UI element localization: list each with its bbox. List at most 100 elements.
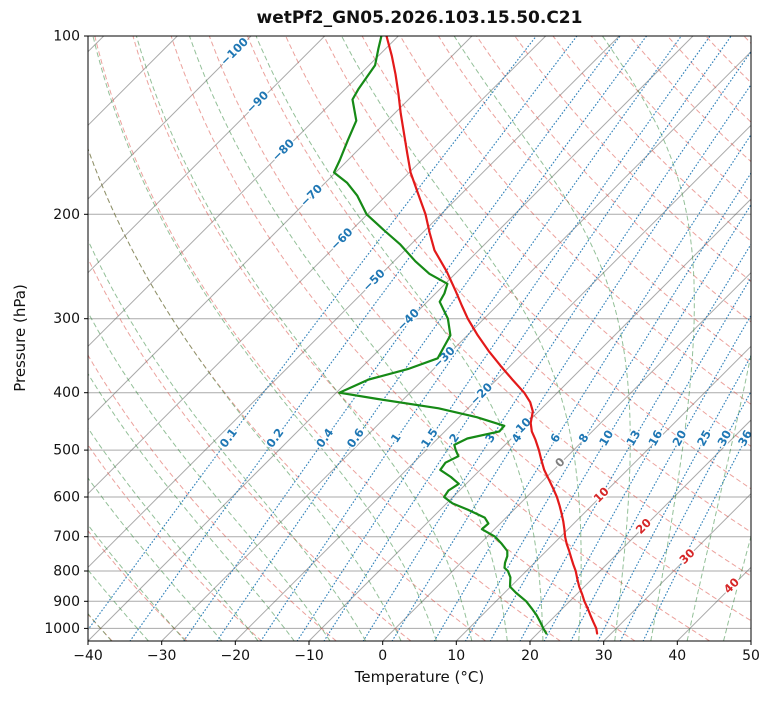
isotherm-label: −70 bbox=[297, 181, 325, 209]
moist-adiabat bbox=[135, 36, 473, 641]
moist-adiabat bbox=[88, 427, 259, 641]
mixing-ratio-label: 13 bbox=[623, 428, 643, 449]
moist-adiabat bbox=[602, 36, 695, 641]
mixing-ratio-label: 20 bbox=[669, 428, 689, 449]
x-tick-label: 50 bbox=[742, 648, 760, 664]
isotherm-line bbox=[529, 419, 751, 641]
isotherm-line bbox=[161, 50, 751, 641]
mixing-ratio-label: 36 bbox=[735, 428, 755, 449]
isotherm-label: −80 bbox=[269, 136, 297, 164]
dry-adiabat bbox=[552, 36, 751, 242]
moist-adiabat bbox=[760, 36, 775, 641]
y-tick-label: 700 bbox=[53, 529, 80, 545]
x-tick-label: 20 bbox=[521, 648, 539, 664]
isotherm-line bbox=[88, 36, 326, 274]
x-axis-label: Temperature (°C) bbox=[354, 668, 485, 686]
dry-adiabat bbox=[743, 36, 751, 45]
dry-adiabat bbox=[88, 147, 486, 641]
dry-adiabat bbox=[399, 36, 751, 405]
mixing-ratio-label: 16 bbox=[645, 428, 665, 449]
mixing-ratio-line bbox=[88, 36, 537, 631]
y-tick-label: 800 bbox=[53, 564, 80, 580]
isotherm-label: −100 bbox=[217, 35, 251, 69]
mixing-ratio-label: 10 bbox=[596, 428, 616, 449]
dewpoint-curve bbox=[332, 36, 548, 635]
moist-adiabat bbox=[88, 372, 295, 641]
isotherm-label: 10 bbox=[591, 484, 612, 505]
dry-adiabat bbox=[705, 36, 751, 84]
y-tick-label: 300 bbox=[53, 311, 80, 327]
mixing-ratio-line bbox=[433, 133, 751, 641]
isotherm-label: −50 bbox=[360, 266, 388, 294]
moist-adiabat bbox=[189, 36, 508, 641]
mixing-ratio-line bbox=[619, 390, 751, 641]
x-tick-label: −10 bbox=[294, 648, 324, 664]
y-tick-label: 200 bbox=[53, 207, 80, 223]
dry-adiabat bbox=[629, 36, 751, 163]
line-labels: −100−90−80−70−60−50−40−30−20−10010203040… bbox=[215, 35, 755, 598]
x-tick-label: 0 bbox=[378, 648, 387, 664]
moist-adiabat bbox=[341, 36, 582, 641]
y-tick-label: 600 bbox=[53, 490, 80, 506]
dry-adiabat bbox=[170, 36, 710, 641]
mixing-ratio-line bbox=[296, 36, 711, 641]
y-tick-label: 500 bbox=[53, 443, 80, 459]
x-tick-label: −20 bbox=[221, 648, 251, 664]
moist-adiabat bbox=[88, 524, 186, 641]
isotherm-line bbox=[88, 36, 547, 495]
plot-border bbox=[87, 35, 752, 642]
moist-adiabat bbox=[92, 36, 437, 641]
isotherm-line bbox=[382, 271, 751, 641]
background-lines bbox=[88, 36, 775, 641]
isotherm-label: −90 bbox=[243, 88, 271, 116]
y-axis-label: Pressure (hPa) bbox=[11, 284, 29, 392]
y-tick-label: 900 bbox=[53, 594, 80, 610]
moist-adiabat bbox=[686, 352, 751, 641]
isotherm-line bbox=[308, 198, 751, 641]
temperature-curve bbox=[385, 36, 599, 635]
y-tick-label: 400 bbox=[53, 385, 80, 401]
mixing-ratio-line bbox=[362, 50, 751, 641]
dry-adiabat bbox=[88, 257, 412, 641]
moist-adiabat bbox=[723, 534, 751, 641]
dry-adiabat bbox=[208, 36, 751, 622]
x-tick-label: −40 bbox=[73, 648, 103, 664]
mixing-ratio-line bbox=[129, 36, 578, 641]
isotherm-label: 40 bbox=[721, 575, 742, 596]
mixing-ratio-label: 1.5 bbox=[418, 426, 441, 451]
dry-adiabat bbox=[285, 36, 751, 533]
dry-adiabat bbox=[438, 36, 751, 364]
isotherm-line bbox=[88, 36, 620, 569]
dry-adiabat bbox=[88, 354, 337, 641]
mixing-ratio-label: 25 bbox=[694, 428, 714, 449]
isotherm-line bbox=[234, 124, 751, 641]
moist-adiabat bbox=[88, 477, 223, 641]
isotherm-line bbox=[88, 36, 252, 200]
dry-adiabat bbox=[88, 444, 262, 641]
isotherm-line bbox=[603, 492, 751, 641]
mixing-ratio-line bbox=[642, 427, 751, 641]
x-tick-label: −30 bbox=[147, 648, 177, 664]
mixing-ratio-line bbox=[183, 36, 621, 641]
x-tick-label: 10 bbox=[447, 648, 465, 664]
dry-adiabat bbox=[88, 529, 188, 641]
dry-adiabat bbox=[94, 36, 561, 641]
mixing-ratio-line bbox=[519, 243, 751, 641]
isotherm-label: 30 bbox=[676, 546, 697, 567]
isotherm-line bbox=[88, 36, 473, 421]
x-tick-label: 40 bbox=[668, 648, 686, 664]
isotherm-label: 20 bbox=[633, 515, 654, 536]
mixing-ratio-line bbox=[489, 203, 751, 641]
y-tick-label: 100 bbox=[53, 29, 80, 45]
moist-adiabat bbox=[88, 239, 367, 641]
profile-curves bbox=[332, 36, 599, 635]
mixing-ratio-label: 0.6 bbox=[344, 426, 367, 451]
isotherm-line bbox=[750, 640, 751, 641]
dry-adiabat bbox=[323, 36, 751, 490]
isotherm-line bbox=[455, 345, 751, 641]
chart-title: wetPf2_GN05.2026.103.15.50.C21 bbox=[256, 8, 583, 28]
mixing-ratio-line bbox=[216, 36, 648, 641]
mixing-ratio-label: 8 bbox=[575, 431, 591, 445]
